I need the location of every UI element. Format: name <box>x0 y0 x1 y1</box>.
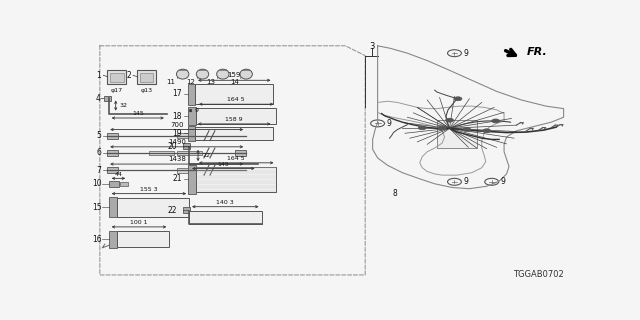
Bar <box>189 211 262 224</box>
Ellipse shape <box>240 69 252 79</box>
Text: 164 5: 164 5 <box>227 97 245 102</box>
Bar <box>110 73 124 82</box>
Text: φ13: φ13 <box>140 88 152 93</box>
Text: 22: 22 <box>168 206 177 215</box>
Circle shape <box>454 97 462 101</box>
Ellipse shape <box>217 69 229 79</box>
Bar <box>236 167 246 173</box>
Text: 9: 9 <box>463 177 468 186</box>
Text: 2: 2 <box>126 71 131 80</box>
Text: 140 3: 140 3 <box>216 200 234 205</box>
Bar <box>109 197 116 217</box>
Circle shape <box>463 128 471 132</box>
Text: 1: 1 <box>97 71 101 80</box>
Circle shape <box>483 129 491 133</box>
Text: 13: 13 <box>207 79 216 85</box>
Text: 12: 12 <box>186 79 195 85</box>
Text: 155 3: 155 3 <box>140 187 157 192</box>
Text: 21: 21 <box>173 174 182 183</box>
Text: 145: 145 <box>132 111 143 116</box>
Text: 5: 5 <box>97 131 101 140</box>
Circle shape <box>492 119 500 123</box>
Text: 18: 18 <box>173 111 182 121</box>
Bar <box>183 143 190 148</box>
Ellipse shape <box>196 69 209 79</box>
Text: 8: 8 <box>392 189 397 198</box>
Bar <box>109 231 116 248</box>
Text: 6: 6 <box>97 148 101 157</box>
Text: 1438: 1438 <box>168 156 186 162</box>
Bar <box>117 231 169 247</box>
Bar <box>109 181 118 187</box>
Text: 700: 700 <box>170 122 184 128</box>
Bar <box>195 84 273 104</box>
Text: 3: 3 <box>369 42 374 51</box>
Bar <box>177 168 202 173</box>
Bar <box>196 108 276 124</box>
Text: 164 5: 164 5 <box>227 156 245 161</box>
Circle shape <box>438 126 446 130</box>
Text: φ17: φ17 <box>111 88 123 93</box>
Text: 15: 15 <box>92 203 102 212</box>
Bar <box>183 207 190 212</box>
Text: 9: 9 <box>195 108 198 113</box>
Text: 159: 159 <box>228 72 241 78</box>
Bar <box>188 107 196 125</box>
Bar <box>137 70 156 84</box>
Text: 158 9: 158 9 <box>225 117 243 122</box>
Text: 14: 14 <box>230 79 239 85</box>
Text: 10: 10 <box>93 179 102 188</box>
Text: FR.: FR. <box>527 47 547 57</box>
Bar <box>236 132 246 139</box>
Bar <box>188 84 195 105</box>
Bar <box>104 96 111 101</box>
Bar <box>437 120 477 148</box>
Text: 145: 145 <box>218 162 229 167</box>
Text: 4: 4 <box>96 94 101 103</box>
Text: 11: 11 <box>166 79 175 85</box>
Bar <box>140 73 154 82</box>
Text: 32: 32 <box>120 103 128 108</box>
Bar <box>236 150 246 156</box>
Bar <box>195 127 273 140</box>
Bar <box>108 132 118 139</box>
Text: 19: 19 <box>173 129 182 138</box>
Bar <box>177 150 202 156</box>
Bar <box>108 70 126 84</box>
Text: 16: 16 <box>92 235 102 244</box>
Bar <box>120 181 127 186</box>
Bar <box>177 133 202 138</box>
Text: TGGAB0702: TGGAB0702 <box>513 270 564 279</box>
Bar <box>188 126 195 141</box>
Text: 9: 9 <box>500 177 506 186</box>
Bar <box>196 166 276 192</box>
Bar <box>150 150 174 156</box>
Text: 17: 17 <box>173 89 182 98</box>
Text: 9: 9 <box>463 49 468 58</box>
Text: 20: 20 <box>168 141 177 151</box>
Text: 9: 9 <box>387 119 392 128</box>
Text: 100 1: 100 1 <box>131 220 148 225</box>
Bar <box>108 167 118 173</box>
Bar <box>117 198 189 217</box>
Text: 7: 7 <box>97 166 101 175</box>
Bar <box>108 150 118 156</box>
Text: 1490: 1490 <box>168 139 186 145</box>
Ellipse shape <box>177 69 189 79</box>
Text: 44: 44 <box>115 172 122 177</box>
Bar <box>188 165 196 194</box>
Circle shape <box>419 126 426 130</box>
Circle shape <box>445 118 454 122</box>
Text: 22: 22 <box>202 153 210 158</box>
